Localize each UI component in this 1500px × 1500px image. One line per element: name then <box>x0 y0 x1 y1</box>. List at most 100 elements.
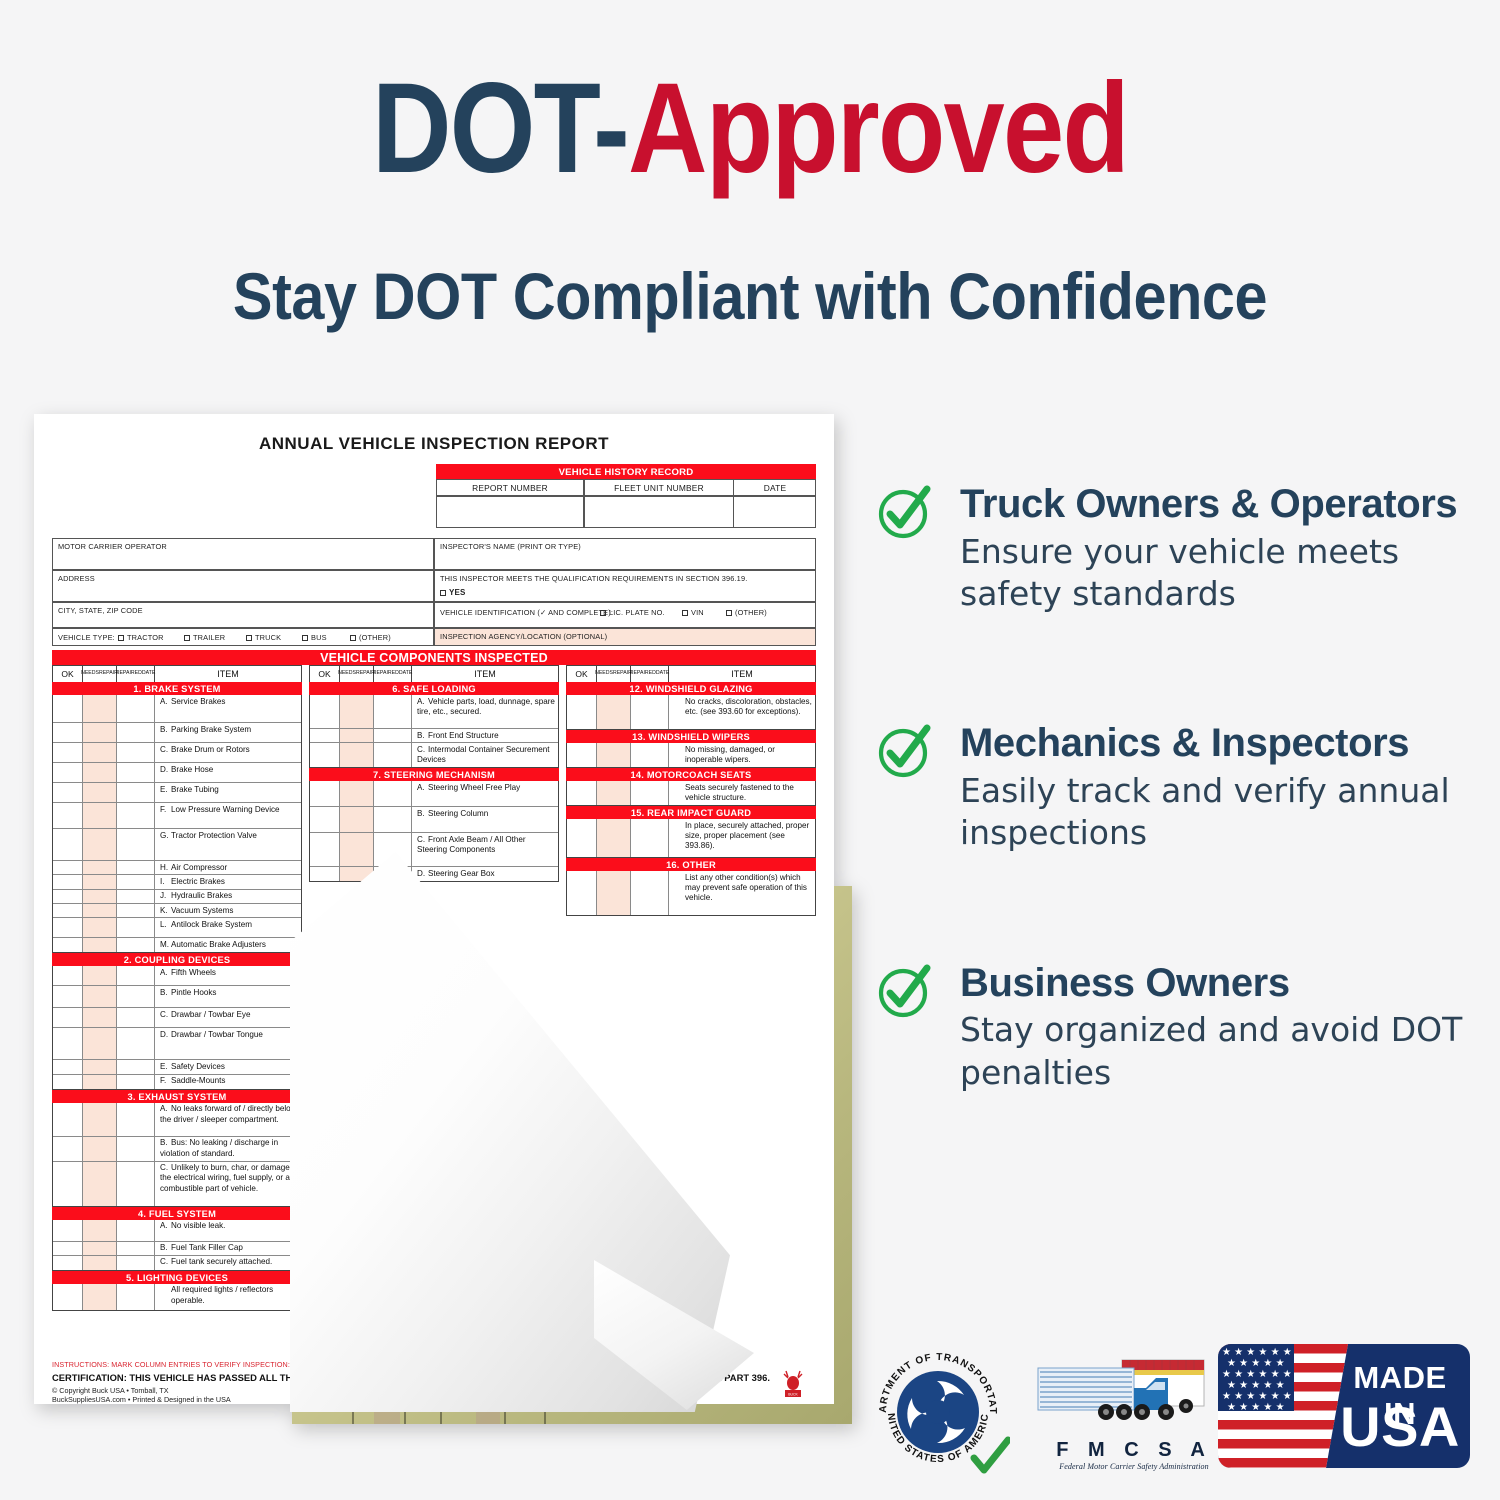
checkbox-cell-ok[interactable] <box>53 918 83 938</box>
checkbox-cell-ok[interactable] <box>310 695 340 728</box>
checkbox-cell-nr[interactable] <box>83 875 117 889</box>
checkbox-cell-rd[interactable] <box>631 695 669 729</box>
checkbox-cell-nr[interactable] <box>83 1219 117 1241</box>
checkbox-cell-rd[interactable] <box>374 781 412 807</box>
checkbox-cell-ok[interactable] <box>310 807 340 833</box>
checkbox-trailer[interactable]: TRAILER <box>184 633 225 642</box>
checkbox-vehicle-id-other[interactable]: (OTHER) <box>726 608 767 617</box>
checkbox-cell-ok[interactable] <box>53 1161 83 1206</box>
checkbox-cell-rd[interactable] <box>117 875 155 889</box>
checkbox-cell-ok[interactable] <box>53 938 83 953</box>
checkbox-cell-nr[interactable] <box>597 781 631 805</box>
checkbox-cell-rd[interactable] <box>117 861 155 875</box>
checkbox-cell-ok[interactable] <box>310 833 340 867</box>
checkbox-cell-ok[interactable] <box>567 743 597 767</box>
checkbox-cell-rd[interactable] <box>631 819 669 857</box>
checkbox-cell-nr[interactable] <box>83 861 117 875</box>
checkbox-cell-ok[interactable] <box>53 1060 83 1074</box>
checkbox-cell-nr[interactable] <box>83 1102 117 1136</box>
checkbox-cell-ok[interactable] <box>53 904 83 918</box>
checkbox-cell-nr[interactable] <box>340 807 374 833</box>
checkbox-cell-ok[interactable] <box>310 781 340 807</box>
checkbox-cell-nr[interactable] <box>83 1241 117 1255</box>
checkbox-cell-nr[interactable] <box>597 743 631 767</box>
checkbox-inspector-yes[interactable]: YES <box>440 588 465 597</box>
checkbox-cell-nr[interactable] <box>83 889 117 904</box>
checkbox-cell-nr[interactable] <box>340 743 374 768</box>
checkbox-cell-rd[interactable] <box>374 807 412 833</box>
checkbox-cell-nr[interactable] <box>83 938 117 953</box>
checkbox-cell-nr[interactable] <box>83 1008 117 1028</box>
checkbox-cell-ok[interactable] <box>53 1008 83 1028</box>
checkbox-cell-rd[interactable] <box>117 1074 155 1089</box>
checkbox-cell-ok[interactable] <box>53 1219 83 1241</box>
checkbox-cell-rd[interactable] <box>117 783 155 802</box>
checkbox-cell-ok[interactable] <box>53 829 83 860</box>
checkbox-cell-nr[interactable] <box>83 918 117 938</box>
checkbox-cell-nr[interactable] <box>83 723 117 742</box>
checkbox-cell-nr[interactable] <box>83 1060 117 1074</box>
checkbox-cell-rd[interactable] <box>117 829 155 860</box>
checkbox-cell-rd[interactable] <box>117 966 155 986</box>
checkbox-cell-ok[interactable] <box>567 871 597 915</box>
checkbox-cell-ok[interactable] <box>53 1241 83 1255</box>
checkbox-cell-nr[interactable] <box>83 803 117 828</box>
checkbox-cell-nr[interactable] <box>597 819 631 857</box>
checkbox-cell-nr[interactable] <box>83 1028 117 1060</box>
checkbox-cell-ok[interactable] <box>310 729 340 743</box>
checkbox-cell-rd[interactable] <box>374 743 412 768</box>
checkbox-vin[interactable]: VIN <box>682 608 704 617</box>
checkbox-cell-nr[interactable] <box>597 695 631 729</box>
checkbox-cell-rd[interactable] <box>117 1283 155 1310</box>
checkbox-cell-ok[interactable] <box>53 1028 83 1060</box>
checkbox-cell-nr[interactable] <box>340 695 374 728</box>
checkbox-cell-ok[interactable] <box>53 889 83 904</box>
checkbox-cell-nr[interactable] <box>83 986 117 1008</box>
checkbox-cell-nr[interactable] <box>83 1283 117 1310</box>
checkbox-cell-nr[interactable] <box>83 1136 117 1161</box>
checkbox-cell-ok[interactable] <box>53 783 83 802</box>
checkbox-lic-plate-no[interactable]: LIC. PLATE NO. <box>600 608 665 617</box>
checkbox-truck[interactable]: TRUCK <box>246 633 281 642</box>
checkbox-cell-ok[interactable] <box>53 763 83 782</box>
checkbox-cell-rd[interactable] <box>117 1008 155 1028</box>
checkbox-cell-rd[interactable] <box>117 1028 155 1060</box>
checkbox-cell-ok[interactable] <box>310 867 340 882</box>
checkbox-cell-nr[interactable] <box>83 1074 117 1089</box>
checkbox-cell-ok[interactable] <box>53 723 83 742</box>
checkbox-cell-rd[interactable] <box>117 1219 155 1241</box>
checkbox-cell-rd[interactable] <box>117 889 155 904</box>
checkbox-cell-rd[interactable] <box>117 1255 155 1270</box>
checkbox-cell-rd[interactable] <box>374 729 412 743</box>
checkbox-cell-rd[interactable] <box>117 695 155 722</box>
checkbox-cell-rd[interactable] <box>117 763 155 782</box>
checkbox-cell-nr[interactable] <box>83 743 117 762</box>
checkbox-cell-nr[interactable] <box>83 1255 117 1270</box>
checkbox-cell-ok[interactable] <box>567 819 597 857</box>
checkbox-cell-nr[interactable] <box>340 781 374 807</box>
checkbox-cell-rd[interactable] <box>631 871 669 915</box>
checkbox-cell-rd[interactable] <box>117 803 155 828</box>
checkbox-cell-rd[interactable] <box>117 1241 155 1255</box>
checkbox-cell-ok[interactable] <box>53 986 83 1008</box>
checkbox-cell-ok[interactable] <box>53 743 83 762</box>
checkbox-cell-nr[interactable] <box>83 695 117 722</box>
checkbox-cell-nr[interactable] <box>83 829 117 860</box>
checkbox-cell-nr[interactable] <box>340 729 374 743</box>
checkbox-tractor[interactable]: TRACTOR <box>118 633 164 642</box>
checkbox-cell-nr[interactable] <box>83 966 117 986</box>
checkbox-cell-rd[interactable] <box>631 781 669 805</box>
checkbox-cell-rd[interactable] <box>117 918 155 938</box>
checkbox-cell-rd[interactable] <box>117 1102 155 1136</box>
checkbox-cell-ok[interactable] <box>53 695 83 722</box>
checkbox-cell-nr[interactable] <box>340 833 374 867</box>
checkbox-cell-rd[interactable] <box>117 1161 155 1206</box>
checkbox-cell-rd[interactable] <box>374 833 412 867</box>
checkbox-cell-ok[interactable] <box>53 861 83 875</box>
checkbox-cell-ok[interactable] <box>53 1074 83 1089</box>
checkbox-cell-ok[interactable] <box>567 695 597 729</box>
checkbox-cell-ok[interactable] <box>310 743 340 768</box>
checkbox-cell-nr[interactable] <box>597 871 631 915</box>
checkbox-cell-rd[interactable] <box>374 695 412 728</box>
checkbox-bus[interactable]: BUS <box>302 633 327 642</box>
